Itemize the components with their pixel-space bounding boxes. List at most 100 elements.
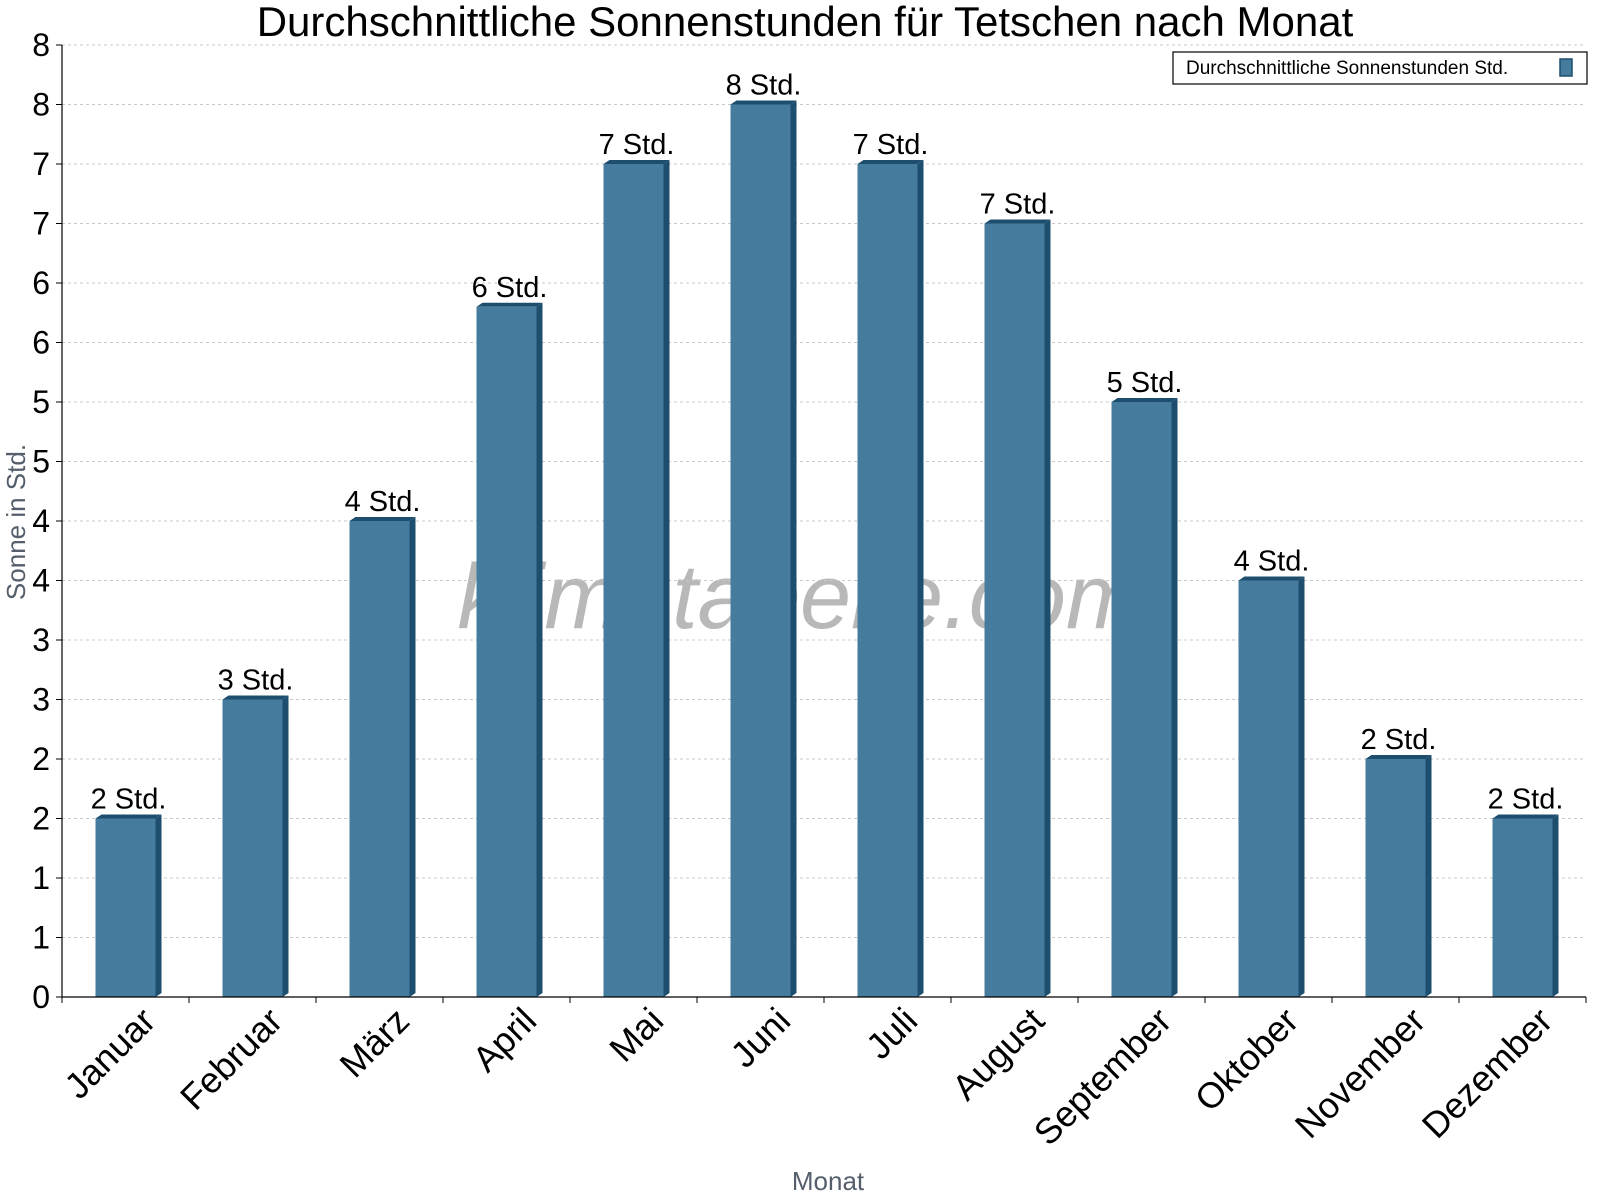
y-tick-label: 1	[32, 860, 50, 896]
data-label: 6 Std.	[472, 272, 548, 304]
y-tick-label: 8	[32, 87, 50, 123]
y-tick-label: 0	[32, 979, 50, 1015]
bar-front	[1111, 402, 1172, 997]
x-tick-label: November	[1287, 1000, 1433, 1146]
y-tick-label: 7	[32, 146, 50, 182]
x-tick-labels: Januar Februar März April Mai Juni Juli AugustS…	[56, 1000, 1560, 1154]
bar	[476, 302, 543, 997]
legend-entry-label: Durchschnittliche Sonnenstunden Std.	[1186, 58, 1508, 79]
chart-title: Durchschnittliche Sonnenstunden für Tets…	[257, 0, 1354, 45]
bar-side	[1552, 814, 1559, 997]
y-tick-label: 6	[32, 325, 50, 361]
bar-front	[857, 164, 918, 997]
bar	[1111, 398, 1178, 997]
y-tick-label: 4	[32, 503, 50, 539]
bar	[603, 160, 670, 997]
bar-side	[1298, 576, 1305, 997]
bar-side	[155, 814, 162, 997]
bar-side	[917, 160, 924, 997]
data-label: 8 Std.	[726, 70, 802, 102]
data-label: 3 Std.	[218, 665, 294, 697]
legend: Durchschnittliche Sonnenstunden Std.	[1172, 51, 1588, 85]
bar-front	[984, 223, 1045, 997]
x-tick-label: August	[944, 1000, 1052, 1108]
bar	[95, 814, 162, 997]
bar-top	[603, 160, 670, 164]
x-tick-label: Juni	[722, 1000, 798, 1076]
bar	[984, 219, 1051, 997]
bar-side	[663, 160, 670, 997]
bar-side	[790, 100, 797, 997]
y-tick-label: 3	[32, 682, 50, 718]
x-tick-label: Januar	[56, 1000, 163, 1107]
bar-top	[476, 302, 543, 307]
bar	[1492, 814, 1559, 997]
bar-top	[730, 100, 797, 105]
bar-top	[1365, 755, 1432, 759]
y-tick-labels: 0 1 1 2 2 3 3 4 4 5 5 6 6 7 7 8 8	[32, 27, 50, 1015]
x-tick-label: Mai	[601, 1000, 671, 1070]
y-tick-label: 7	[32, 206, 50, 242]
data-label: 4 Std.	[345, 486, 421, 518]
data-label: 7 Std.	[980, 189, 1056, 221]
y-tick-label: 6	[32, 265, 50, 301]
data-labels: 2 Std. 3 Std. 4 Std. 6 Std. 7 Std. 8 Std. 7 St…	[91, 70, 1564, 816]
bar-front	[349, 521, 410, 997]
x-tick-label: September	[1026, 1000, 1180, 1154]
data-label: 2 Std.	[1488, 784, 1564, 816]
bar-side	[282, 695, 289, 997]
bar-side	[409, 517, 416, 997]
x-axis-title: Monat	[792, 1166, 865, 1196]
bar-front	[222, 699, 283, 997]
bar	[349, 517, 416, 997]
data-label: 7 Std.	[853, 129, 929, 161]
bar-front	[476, 306, 537, 997]
x-tick-label: Februar	[172, 1000, 290, 1118]
bar-side	[1044, 219, 1051, 997]
y-tick-label: 5	[32, 384, 50, 420]
bar-side	[1425, 755, 1432, 997]
x-tick-label: März	[332, 1000, 418, 1086]
y-tick-label: 1	[32, 920, 50, 956]
bar-side	[536, 302, 543, 997]
bar-series	[95, 100, 1559, 997]
bar	[730, 100, 797, 997]
y-tick-label: 2	[32, 801, 50, 837]
y-tick-label: 4	[32, 563, 50, 599]
y-tick-label: 3	[32, 622, 50, 658]
grid-lines	[62, 44, 1586, 938]
y-tick-label: 8	[32, 27, 50, 63]
y-tick-label: 5	[32, 444, 50, 480]
axes	[56, 44, 1587, 1003]
bar-top	[1238, 576, 1305, 581]
bar-top	[984, 219, 1051, 224]
legend-swatch	[1559, 58, 1573, 77]
x-tick-label: April	[464, 1000, 544, 1080]
bar-top	[222, 695, 289, 700]
bar-top	[1111, 398, 1178, 402]
bar-side	[1171, 398, 1178, 997]
bar-front	[1238, 580, 1299, 997]
bar	[1238, 576, 1305, 997]
x-tick-label: Juli	[858, 1000, 925, 1067]
bar-top	[1492, 814, 1559, 819]
data-label: 2 Std.	[91, 784, 167, 816]
bar-top	[857, 160, 924, 164]
bar-front	[730, 104, 791, 997]
bar-top	[349, 517, 416, 521]
bar	[857, 160, 924, 997]
x-tick-label: Dezember	[1414, 1000, 1560, 1146]
y-tick-label: 2	[32, 741, 50, 777]
y-axis-title: Sonne in Std.	[1, 444, 31, 600]
bar-front	[603, 164, 664, 997]
data-label: 4 Std.	[1234, 546, 1310, 578]
bar	[1365, 755, 1432, 997]
data-label: 2 Std.	[1361, 724, 1437, 756]
bar-front	[95, 818, 156, 997]
bar	[222, 695, 289, 997]
bar-top	[95, 814, 162, 819]
data-label: 7 Std.	[599, 129, 675, 161]
bar-front	[1492, 818, 1553, 997]
x-tick-label: Oktober	[1187, 1000, 1307, 1120]
